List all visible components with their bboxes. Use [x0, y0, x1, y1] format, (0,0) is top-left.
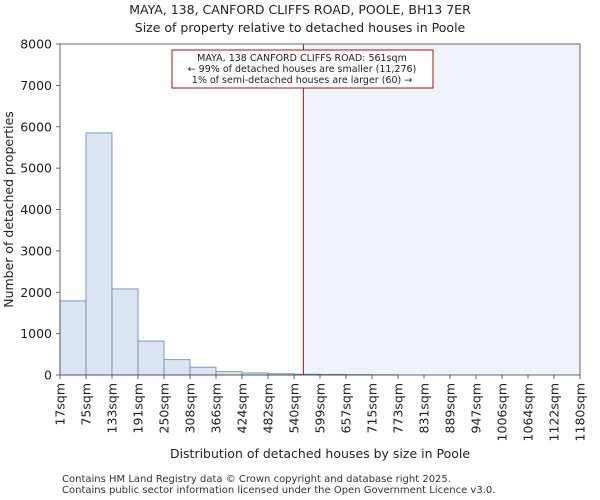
highlight-region — [303, 44, 580, 375]
bars — [59, 132, 399, 376]
x-tick-label: 773sqm — [391, 383, 406, 433]
x-tick-label: 657sqm — [339, 383, 354, 433]
y-tick-label: 2000 — [20, 285, 52, 300]
y-tick-label: 1000 — [20, 326, 52, 341]
x-tick-label: 308sqm — [183, 383, 198, 433]
y-tick-label: 4000 — [20, 202, 52, 217]
bar-191sqm — [137, 340, 165, 376]
y-tick-label: 3000 — [20, 243, 52, 258]
annotation-box: MAYA, 138 CANFORD CLIFFS ROAD: 561sqm ← … — [171, 49, 434, 89]
chart-title-address: MAYA, 138, CANFORD CLIFFS ROAD, POOLE, B… — [129, 2, 471, 17]
x-tick-label: 424sqm — [235, 383, 250, 433]
x-tick-label: 1122sqm — [547, 383, 562, 441]
x-axis-title: Distribution of detached houses by size … — [170, 446, 470, 461]
x-tick-label: 831sqm — [417, 383, 432, 433]
y-tick-label: 8000 — [20, 37, 52, 52]
footer-copyright: Contains HM Land Registry data © Crown c… — [62, 474, 451, 485]
x-tick-label: 250sqm — [157, 383, 172, 433]
chart-subtitle: Size of property relative to detached ho… — [134, 20, 466, 35]
footer-licence: Contains public sector information licen… — [62, 485, 496, 496]
annotation-line-3: 1% of semi-detached houses are larger (6… — [192, 75, 412, 86]
y-tick-label: 7000 — [20, 78, 52, 93]
x-tick-label: 1064sqm — [521, 383, 536, 441]
y-axis-ticks: 0 1000 2000 3000 4000 5000 6000 7000 8000 — [20, 37, 60, 383]
x-tick-label: 75sqm — [79, 383, 94, 426]
y-tick-label: 5000 — [20, 161, 52, 176]
annotation-line-1: MAYA, 138 CANFORD CLIFFS ROAD: 561sqm — [197, 53, 407, 64]
y-tick-label: 6000 — [20, 119, 52, 134]
bar-366sqm — [215, 371, 243, 376]
y-tick-label: 0 — [44, 368, 52, 383]
x-tick-label: 482sqm — [261, 383, 276, 433]
x-tick-label: 947sqm — [469, 383, 484, 433]
x-tick-label: 599sqm — [313, 383, 328, 433]
y-axis-title: Number of detached properties — [1, 111, 16, 308]
annotation-line-2: ← 99% of detached houses are smaller (11… — [188, 64, 417, 75]
annotation-border — [171, 49, 434, 89]
x-tick-label: 1180sqm — [573, 383, 588, 441]
x-tick-label: 540sqm — [287, 383, 302, 433]
x-tick-label: 715sqm — [365, 383, 380, 433]
x-tick-label: 1006sqm — [495, 383, 510, 441]
bar-250sqm — [163, 359, 191, 376]
bar-133sqm — [111, 288, 139, 376]
bar-308sqm — [189, 366, 217, 376]
x-tick-label: 889sqm — [443, 383, 458, 433]
x-tick-label: 191sqm — [131, 383, 146, 433]
x-tick-label: 133sqm — [105, 383, 120, 433]
bar-75sqm — [85, 132, 113, 376]
x-tick-label: 366sqm — [209, 383, 224, 433]
x-axis-ticks: 17sqm 75sqm 133sqm 191sqm 250sqm 308sqm 366sqm… — [53, 375, 588, 441]
bar-17sqm — [59, 300, 87, 376]
x-tick-label: 17sqm — [53, 383, 68, 426]
